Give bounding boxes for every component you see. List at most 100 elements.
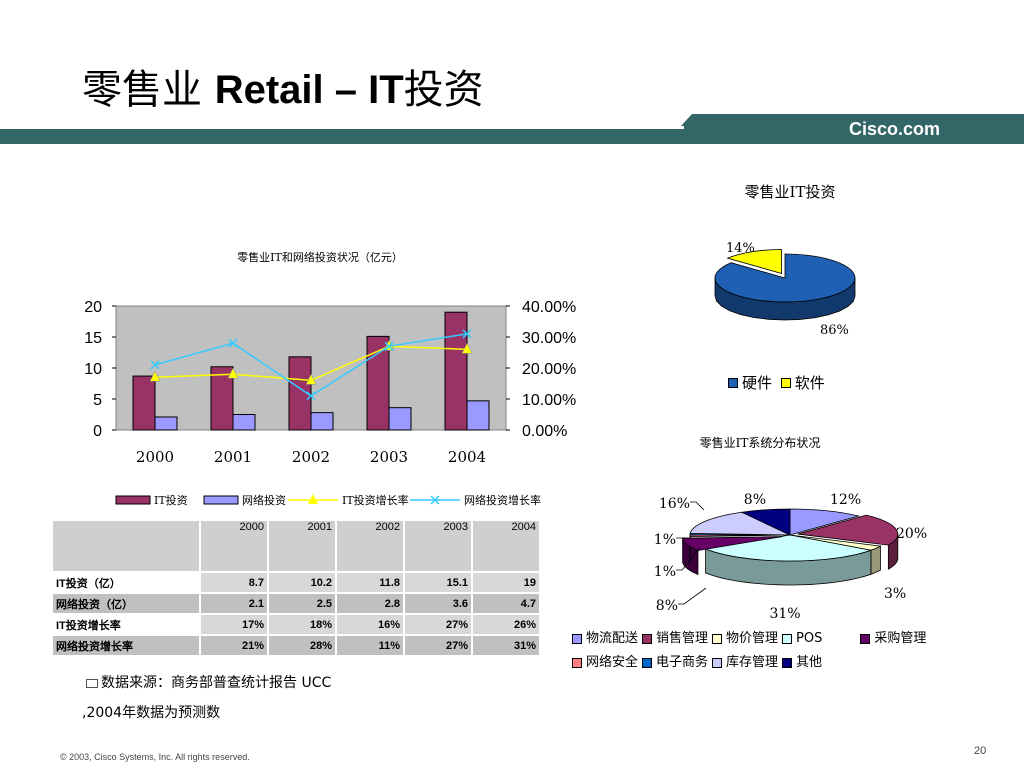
legend-swatch (642, 658, 653, 668)
y2-tick-label: 40.00% (522, 299, 576, 316)
x-tick-label: 2004 (448, 448, 486, 466)
source-line-1: 数据来源：商务部普查统计报告 UCC (86, 668, 331, 698)
pie-value-label: 16% (659, 496, 690, 512)
pie-slice (740, 508, 791, 536)
table-cell: 8.7 (199, 571, 269, 594)
table-cell: 11.8 (335, 571, 405, 594)
table-cell: 27% (403, 613, 473, 636)
legend-item: POS (782, 628, 822, 650)
bar-it (366, 335, 390, 431)
legend-label: 物价管理 (726, 631, 779, 646)
legend-label: 网络投资增长率 (464, 493, 541, 507)
pie-value-label: 31% (769, 606, 800, 622)
bar-network (466, 400, 490, 431)
line-marker (228, 338, 238, 348)
bar-network (388, 407, 412, 431)
header-bar (0, 114, 1024, 144)
page-title: 零售业 Retail – IT投资 (82, 62, 484, 118)
legend-label: 网络投资 (242, 493, 286, 507)
pie-value-label: 1% (654, 564, 676, 580)
table-cell: 网络投资增长率 (51, 634, 201, 657)
bar-network (232, 414, 256, 431)
legend-swatch (642, 634, 653, 644)
pie-value-label: 8% (744, 492, 766, 508)
table-cell: 19 (471, 571, 541, 594)
pie-slice (726, 249, 782, 275)
title-cn: 零售业 (82, 67, 215, 113)
table-cell: 10.2 (267, 571, 337, 594)
title-en: Retail – IT (214, 68, 404, 112)
legend-label: IT投资增长率 (342, 493, 409, 507)
legend-label: 销售管理 (656, 631, 709, 646)
line-marker (461, 342, 473, 354)
table-header-cell: 2001 (267, 519, 337, 573)
legend-swatch (203, 495, 239, 505)
legend-swatch (782, 658, 793, 668)
table-cell: 31% (471, 634, 541, 657)
legend-marker (308, 494, 318, 504)
table-cell: 21% (199, 634, 269, 657)
legend-item: 软件 (780, 372, 825, 393)
pie1-title: 零售业IT投资 (744, 183, 836, 201)
legend-swatch (115, 495, 151, 505)
pie-value-label: 20% (896, 526, 927, 542)
x-tick-label: 2001 (214, 448, 252, 466)
table-header-cell: 2000 (199, 519, 269, 573)
bar-network (154, 416, 178, 431)
line-marker (384, 341, 394, 351)
table-row: IT投资增长率 17% 18% 16% 27% 26% (51, 613, 541, 636)
table-cell: 17% (199, 613, 269, 636)
pie1-legend: 硬件 软件 (728, 372, 829, 393)
bar-it (210, 366, 234, 431)
table-cell: 网络投资（亿） (51, 592, 201, 615)
pie-value-label: 3% (884, 586, 906, 602)
legend-swatch (860, 634, 871, 644)
table-cell: 18% (267, 613, 337, 636)
legend-label: 软件 (794, 374, 825, 392)
legend-label: 其他 (796, 655, 823, 670)
y-tick-label: 0 (93, 423, 102, 440)
pie-slice (714, 253, 856, 303)
pie-value-label: 86% (820, 323, 849, 338)
legend-label: 网络安全 (586, 655, 639, 670)
bar-it (288, 356, 312, 431)
line-marker (227, 367, 239, 379)
table-cell: 3.6 (403, 592, 473, 615)
bullet-icon (86, 678, 98, 688)
table-header-cell: 2002 (335, 519, 405, 573)
table-cell: IT投资增长率 (51, 613, 201, 636)
table-cell: IT投资（亿） (51, 571, 201, 594)
legend-label: 库存管理 (726, 655, 779, 670)
table-cell: 26% (471, 613, 541, 636)
table-cell: 11% (335, 634, 405, 657)
legend-label: IT投资 (154, 493, 188, 507)
pie2-legend: 物流配送 销售管理 物价管理 POS 采购管理 网络安全 电子商务 库存管理 其他 (572, 628, 972, 676)
table-cell: 15.1 (403, 571, 473, 594)
legend-swatch (782, 634, 793, 644)
legend-swatch (712, 658, 723, 668)
legend-item: 电子商务 (642, 652, 708, 674)
bar-it (132, 375, 156, 431)
y-tick-label: 10 (84, 361, 102, 378)
line-marker (306, 391, 316, 401)
pie1-chart: 14% 86% (714, 241, 856, 338)
legend-swatch (780, 377, 791, 388)
table-row: 网络投资增长率 21% 28% 11% 27% 31% (51, 634, 541, 657)
combo-chart-title: 零售业IT和网络投资状况（亿元） (237, 251, 403, 264)
legend-swatch (712, 634, 723, 644)
page-number: 20 (974, 745, 987, 757)
leader-line (678, 587, 707, 605)
table-cell: 4.7 (471, 592, 541, 615)
pie-value-label: 14% (726, 241, 755, 256)
x-tick-label: 2002 (292, 448, 330, 466)
pie-value-label: 1% (654, 532, 676, 548)
x-tick-label: 2000 (136, 448, 174, 466)
table-row: 网络投资（亿） 2.1 2.5 2.8 3.6 4.7 (51, 592, 541, 615)
y2-tick-label: 0.00% (522, 423, 567, 440)
data-table: 2000 2001 2002 2003 2004 IT投资（亿） 8.7 10.… (51, 519, 541, 657)
legend-item: 物流配送 (572, 628, 638, 650)
y-tick-label: 15 (84, 330, 102, 347)
table-header-cell (51, 519, 201, 573)
legend-item: 硬件 (728, 372, 772, 393)
y-tick-label: 5 (93, 392, 102, 409)
